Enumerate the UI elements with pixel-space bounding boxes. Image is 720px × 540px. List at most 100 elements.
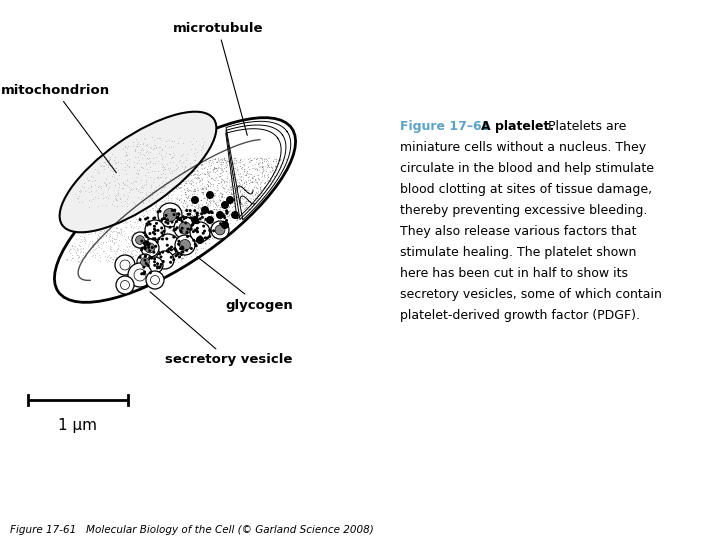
Point (106, 202, 117, 211)
Point (181, 201, 192, 210)
Point (184, 137, 196, 146)
Point (192, 240, 204, 248)
Point (121, 161, 132, 170)
Point (204, 186, 216, 195)
Point (261, 166, 272, 175)
Circle shape (151, 238, 155, 240)
Point (220, 163, 232, 171)
Point (214, 210, 225, 218)
Circle shape (148, 220, 150, 224)
Point (96, 211, 108, 220)
Point (89, 176, 101, 185)
Point (168, 221, 180, 230)
Point (204, 197, 216, 206)
Point (107, 254, 118, 263)
Point (97, 217, 109, 226)
Point (142, 196, 153, 205)
Point (185, 144, 197, 153)
Point (129, 199, 140, 207)
Point (215, 156, 226, 164)
Point (184, 215, 195, 224)
Point (165, 178, 176, 187)
Point (207, 212, 219, 220)
Point (127, 256, 139, 265)
Point (73, 254, 84, 262)
Point (128, 231, 140, 240)
Point (150, 176, 161, 184)
Point (234, 172, 246, 181)
Point (163, 183, 175, 191)
Point (218, 211, 230, 220)
Point (189, 239, 201, 248)
Point (179, 228, 190, 237)
Point (166, 214, 178, 222)
Point (200, 157, 212, 166)
Point (158, 169, 169, 178)
Point (190, 194, 202, 202)
Point (174, 234, 186, 243)
Circle shape (180, 231, 183, 233)
Point (114, 194, 126, 202)
Point (196, 169, 207, 178)
Point (189, 173, 201, 181)
Point (226, 174, 238, 183)
Point (238, 170, 249, 179)
Point (274, 154, 286, 163)
Point (189, 156, 200, 164)
Point (99, 225, 110, 234)
Point (220, 205, 232, 214)
Point (150, 192, 161, 201)
Point (189, 151, 201, 160)
Point (196, 199, 207, 208)
Point (179, 187, 191, 196)
Point (190, 239, 202, 248)
Point (182, 173, 194, 181)
Point (89, 164, 101, 173)
Point (187, 160, 199, 168)
Point (176, 162, 187, 171)
Point (165, 217, 176, 225)
Point (132, 198, 143, 206)
Point (66, 254, 78, 262)
Point (241, 186, 253, 195)
Circle shape (162, 260, 165, 263)
Point (188, 185, 199, 194)
Point (166, 253, 177, 261)
Circle shape (154, 245, 157, 248)
Point (144, 174, 156, 183)
Point (145, 178, 157, 186)
Point (208, 192, 220, 200)
Point (251, 154, 262, 163)
Point (166, 256, 177, 265)
Point (120, 223, 132, 232)
Circle shape (116, 276, 134, 294)
Point (216, 161, 228, 170)
Point (87, 173, 99, 181)
Point (249, 160, 261, 168)
Point (186, 197, 198, 205)
Point (173, 184, 184, 193)
Point (135, 178, 147, 186)
Point (163, 233, 174, 242)
Point (104, 232, 115, 241)
Point (226, 202, 238, 211)
Point (123, 192, 135, 201)
Circle shape (186, 231, 189, 234)
Point (138, 253, 149, 261)
Point (135, 193, 147, 201)
Circle shape (156, 229, 160, 232)
Point (197, 194, 209, 202)
Point (191, 147, 202, 156)
Circle shape (197, 237, 200, 240)
Point (170, 161, 181, 170)
Point (110, 159, 122, 167)
Point (138, 199, 149, 207)
Circle shape (166, 218, 169, 221)
Point (203, 172, 215, 181)
Point (211, 183, 222, 192)
Point (189, 239, 200, 247)
Point (170, 233, 181, 242)
Point (224, 183, 235, 192)
Point (104, 256, 115, 265)
Point (190, 235, 202, 244)
